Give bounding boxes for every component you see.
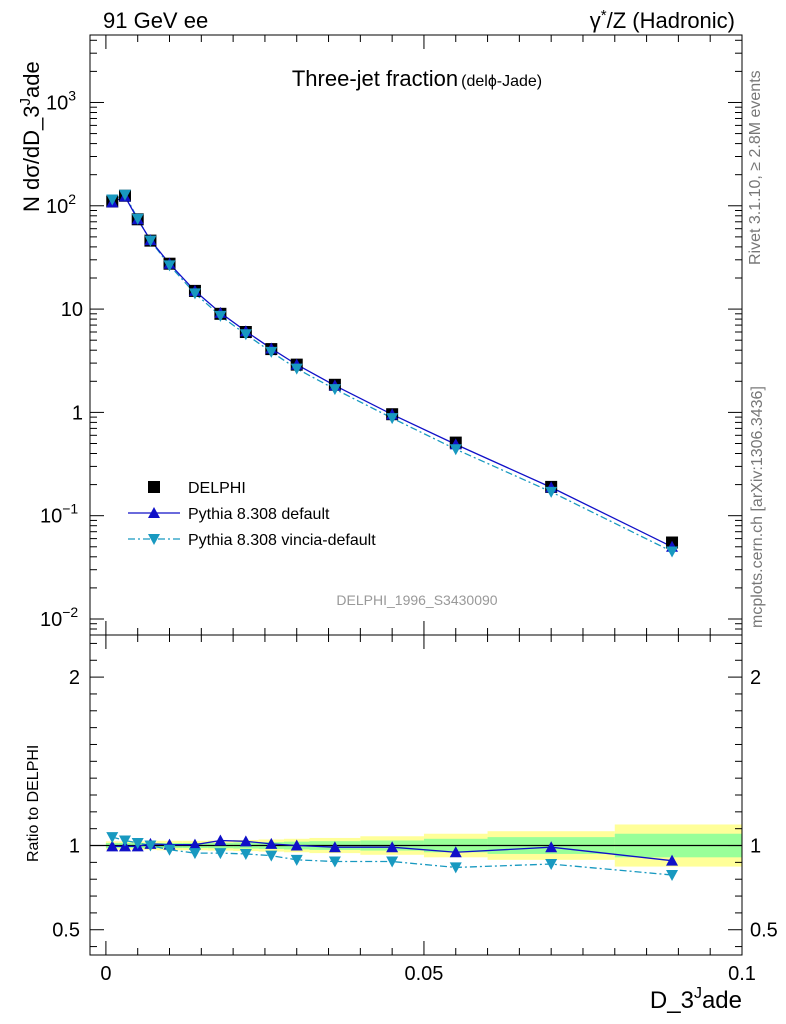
x-tick-label: 0.1 (728, 963, 756, 985)
x-axis-title: D_3Jade (650, 985, 742, 1014)
vincia-point (666, 546, 679, 558)
legend: DELPHI Pythia 8.308 default Pythia 8.308 v… (128, 480, 376, 549)
legend-data-marker (148, 481, 160, 493)
legend-default-marker (148, 507, 160, 518)
default-ratio-point (545, 841, 558, 853)
y-tick-label: 10−2 (40, 604, 78, 631)
default-ratio-point (328, 841, 341, 853)
ratio-y-tick-label-right: 1 (750, 836, 761, 858)
default-ratio-point (666, 854, 679, 866)
x-tick-label: 0.05 (404, 963, 443, 985)
ratio-y-tick-label: 1 (69, 836, 80, 858)
y-tick-label: 10−1 (40, 501, 78, 528)
rivet-version-label: Rivet 3.1.10, ≥ 2.8M events (747, 70, 764, 265)
vincia-ratio-point (239, 848, 252, 860)
upper-panel: 10−2 10−1 1 10 102 103 Three-jet fraction (del… (17, 34, 743, 636)
vincia-ratio-point (163, 844, 176, 856)
default-ratio-point (188, 838, 201, 850)
ratio-y-tick-label: 0.5 (52, 920, 80, 942)
vincia-ratio-point (106, 832, 119, 844)
vincia-ratio-point (214, 848, 227, 860)
default-ratio-point (106, 840, 119, 852)
vincia-point (188, 288, 201, 300)
x-tick-label: 0 (100, 963, 111, 985)
y-tick-label: 10 (61, 299, 83, 321)
y-axis-title: N dσ/dD_3Jade (17, 61, 44, 212)
default-ratio-point (239, 835, 252, 847)
vincia-ratio-point (290, 854, 303, 866)
vincia-point (163, 260, 176, 272)
legend-vincia-marker (148, 534, 160, 545)
collider-label: 91 GeV ee (103, 8, 208, 33)
vincia-point (131, 213, 144, 225)
vincia-ratio-point (188, 848, 201, 860)
ratio-y-tick-label-right: 0.5 (750, 920, 778, 942)
y-tick-label: 103 (46, 87, 76, 114)
lower-panel-frame (89, 634, 743, 956)
lower-panel: 0.5 0.5 1 1 2 2 0 0.05 0.1 Ratio to DELPHI D_3Ja… (25, 634, 778, 1014)
vincia-ratio-point (545, 859, 558, 871)
ratio-y-tick-label: 2 (69, 667, 80, 689)
vincia-point (214, 310, 227, 322)
vincia-point (449, 444, 462, 456)
y-tick-label: 102 (46, 191, 76, 218)
mcplots-reference-label: mcplots.cern.ch [arXiv:1306.3436] (749, 386, 766, 628)
vincia-ratio-point (449, 862, 462, 874)
vincia-series-line (112, 193, 673, 553)
vincia-point (144, 235, 157, 247)
default-ratio-point (386, 841, 399, 853)
vincia-point (545, 486, 558, 498)
process-label: γ*/Z (Hadronic) (590, 7, 735, 33)
ratio-axis-title: Ratio to DELPHI (25, 745, 42, 862)
legend-label: Pythia 8.308 default (188, 506, 330, 523)
vincia-ratio-point (131, 838, 144, 849)
ratio-y-tick-label-right: 2 (750, 667, 761, 689)
legend-label: Pythia 8.308 vincia-default (188, 532, 376, 549)
vincia-point (106, 194, 119, 206)
y-tick-label: 1 (72, 402, 83, 424)
vincia-ratio-point (328, 856, 341, 868)
vincia-point (386, 413, 399, 425)
vincia-point (328, 384, 341, 396)
vincia-point (265, 346, 278, 358)
vincia-point (290, 363, 303, 375)
default-ratio-point (214, 834, 227, 846)
watermark-label: DELPHI_1996_S3430090 (336, 592, 497, 608)
default-ratio-point (449, 846, 462, 858)
default-ratio-point (265, 837, 278, 849)
vincia-point (239, 329, 252, 341)
vincia-ratio-point (144, 840, 157, 852)
vincia-ratio-point (265, 850, 278, 862)
legend-label: DELPHI (188, 480, 246, 497)
default-ratio-point (290, 839, 303, 851)
vincia-point (118, 189, 131, 201)
vincia-ratio-point (118, 835, 131, 847)
vincia-ratio-point (386, 856, 399, 868)
chart-title: Three-jet fraction (delϕ-Jade) (292, 66, 542, 91)
vincia-ratio-point (666, 870, 679, 881)
